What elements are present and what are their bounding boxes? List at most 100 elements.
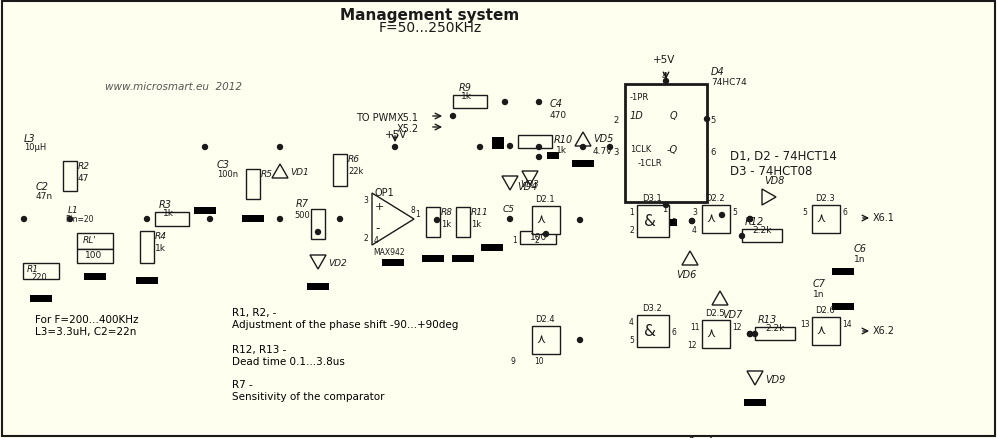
Text: R2: R2 bbox=[78, 162, 90, 171]
Text: 1: 1 bbox=[512, 236, 516, 244]
Circle shape bbox=[690, 219, 695, 224]
Text: 2: 2 bbox=[629, 226, 634, 234]
Bar bbox=[77, 249, 113, 263]
Text: 5: 5 bbox=[732, 208, 737, 216]
Circle shape bbox=[207, 217, 212, 222]
Bar bbox=[702, 320, 730, 348]
Circle shape bbox=[145, 217, 150, 222]
Bar bbox=[246, 170, 260, 200]
Text: VD5: VD5 bbox=[593, 134, 613, 144]
Bar bbox=[242, 215, 264, 223]
Circle shape bbox=[451, 114, 456, 119]
Text: -Q: -Q bbox=[667, 145, 678, 155]
Circle shape bbox=[705, 117, 710, 122]
Bar bbox=[625, 85, 707, 202]
Text: 1k: 1k bbox=[155, 244, 166, 252]
Bar bbox=[812, 317, 840, 345]
Text: +5V: +5V bbox=[653, 55, 675, 65]
Text: 6: 6 bbox=[671, 327, 676, 336]
Bar bbox=[333, 155, 347, 187]
Text: 3: 3 bbox=[613, 148, 618, 157]
Text: 22k: 22k bbox=[348, 166, 363, 176]
Text: 3: 3 bbox=[363, 195, 368, 205]
Circle shape bbox=[690, 219, 695, 224]
Text: VD9: VD9 bbox=[765, 374, 786, 384]
Text: C7: C7 bbox=[813, 279, 826, 288]
Text: 5: 5 bbox=[629, 335, 634, 344]
Text: 2.2k: 2.2k bbox=[765, 323, 785, 332]
Circle shape bbox=[536, 145, 541, 150]
Bar bbox=[155, 212, 189, 226]
Text: Rin=20: Rin=20 bbox=[65, 215, 94, 223]
Text: 9: 9 bbox=[510, 356, 514, 365]
Bar bbox=[194, 208, 216, 215]
Text: ⋏: ⋏ bbox=[706, 212, 715, 225]
Text: 12: 12 bbox=[732, 322, 742, 331]
Text: 220: 220 bbox=[31, 272, 47, 281]
Bar bbox=[520, 231, 556, 244]
Text: 470: 470 bbox=[550, 111, 567, 120]
Circle shape bbox=[543, 232, 548, 237]
Text: C2: C2 bbox=[36, 182, 49, 191]
Text: OP1: OP1 bbox=[374, 187, 394, 198]
Circle shape bbox=[580, 145, 585, 150]
Bar bbox=[572, 161, 594, 168]
Text: L3: L3 bbox=[24, 134, 36, 144]
Circle shape bbox=[68, 217, 73, 222]
Text: R8: R8 bbox=[441, 208, 453, 216]
Bar bbox=[481, 244, 503, 251]
Text: -: - bbox=[375, 222, 380, 234]
Text: 1: 1 bbox=[662, 205, 667, 213]
Bar bbox=[77, 233, 113, 249]
Text: Management system: Management system bbox=[340, 8, 519, 23]
Text: +5V: +5V bbox=[385, 130, 408, 140]
Text: R9: R9 bbox=[459, 83, 472, 93]
Bar bbox=[140, 231, 154, 263]
Text: 100: 100 bbox=[85, 251, 103, 259]
Bar bbox=[812, 205, 840, 233]
Text: 1: 1 bbox=[629, 208, 634, 216]
Bar bbox=[307, 283, 329, 290]
Text: 2: 2 bbox=[613, 116, 618, 125]
Text: 500: 500 bbox=[294, 211, 310, 219]
Bar bbox=[532, 207, 560, 234]
Bar bbox=[832, 303, 854, 310]
Bar bbox=[547, 153, 559, 159]
Text: D2.1: D2.1 bbox=[535, 194, 554, 204]
Bar bbox=[311, 209, 325, 240]
Bar bbox=[637, 205, 669, 237]
Circle shape bbox=[577, 338, 582, 343]
Text: 5: 5 bbox=[802, 208, 807, 216]
Bar bbox=[637, 315, 669, 347]
Circle shape bbox=[277, 217, 282, 222]
Text: D3 - 74HCT08: D3 - 74HCT08 bbox=[730, 165, 813, 177]
Text: 2: 2 bbox=[534, 236, 538, 244]
Bar bbox=[382, 259, 404, 266]
Text: D3.2: D3.2 bbox=[642, 303, 662, 312]
Text: 100: 100 bbox=[530, 233, 547, 241]
Text: ⋏: ⋏ bbox=[536, 332, 545, 345]
Text: D2.3: D2.3 bbox=[815, 194, 834, 202]
Circle shape bbox=[478, 145, 483, 150]
Text: 4: 4 bbox=[374, 236, 379, 244]
Bar bbox=[518, 136, 552, 148]
Text: F=50...250KHz: F=50...250KHz bbox=[379, 21, 482, 35]
Circle shape bbox=[22, 217, 27, 222]
Text: R7: R7 bbox=[296, 198, 309, 208]
Text: 8: 8 bbox=[410, 205, 415, 215]
Text: ⋏: ⋏ bbox=[816, 323, 826, 336]
Text: 4: 4 bbox=[629, 317, 634, 326]
Text: RL': RL' bbox=[83, 236, 97, 244]
Text: ⋏: ⋏ bbox=[706, 326, 715, 339]
Circle shape bbox=[577, 218, 582, 223]
Text: 6: 6 bbox=[710, 148, 716, 157]
Circle shape bbox=[536, 155, 541, 160]
Text: VD7: VD7 bbox=[722, 309, 743, 319]
Circle shape bbox=[748, 217, 753, 222]
Text: 74HC74: 74HC74 bbox=[711, 78, 747, 87]
Circle shape bbox=[720, 213, 725, 218]
Circle shape bbox=[607, 145, 612, 150]
Text: R7 -
Sensitivity of the comparator: R7 - Sensitivity of the comparator bbox=[232, 379, 385, 401]
Text: 1: 1 bbox=[415, 209, 420, 219]
Bar bbox=[453, 96, 487, 109]
